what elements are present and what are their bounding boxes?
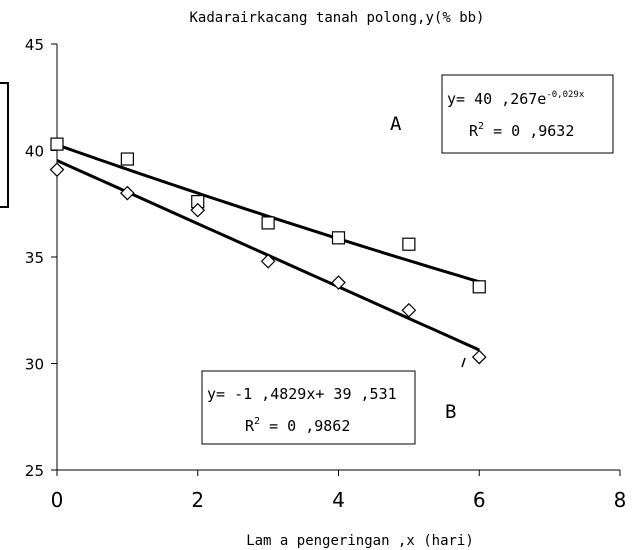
left-edge-bracket <box>0 82 9 208</box>
x-axis-label: Lam a pengeringan ,x (hari) <box>246 533 474 549</box>
series-a-label: A <box>390 113 402 135</box>
series-b-point <box>49 162 65 178</box>
annotation-b-box <box>201 370 416 445</box>
series-a-point <box>261 216 275 230</box>
trendline-series-a <box>56 143 480 284</box>
axis-ticks: 25 30 35 40 45 0 2 4 6 8 <box>25 36 626 512</box>
annotation-a-box <box>441 74 614 154</box>
annotation-a-r2: R2 = 0 ,9632 <box>469 121 574 140</box>
y-tick-label: 40 <box>25 143 44 161</box>
chart-title: Kadarairkacang tanah polong,y(% bb) <box>189 10 484 26</box>
series-b-label: B <box>445 401 456 423</box>
series-b-point <box>260 253 276 269</box>
series-a-point <box>472 280 486 294</box>
series-b-point <box>471 349 487 365</box>
annotation-b-r2-sup: 2 <box>254 416 260 427</box>
series-a-point <box>120 152 134 166</box>
annotation-a-r2-sup: 2 <box>478 121 484 132</box>
trendlines <box>56 143 480 352</box>
annotation-a-equation-box: y= 40 ,267e-0,029x R2 = 0 ,9632 <box>441 74 614 154</box>
annotation-a-eq-exp: -0,029x <box>546 90 585 100</box>
x-tick-label: 8 <box>614 488 627 512</box>
y-tick-label: 35 <box>25 249 44 267</box>
stray-mark <box>461 357 466 368</box>
series-b-point <box>190 202 206 218</box>
annotation-a-r2-prefix: R <box>469 122 479 140</box>
annotation-b-r2: R2 = 0 ,9862 <box>245 416 350 435</box>
annotation-b-r2-prefix: R <box>245 417 255 435</box>
annotation-b-equation-box: y= -1 ,4829x+ 39 ,531 R2 = 0 ,9862 <box>201 370 416 445</box>
series-b-point <box>120 185 135 201</box>
annotation-b-r2-suffix: = 0 ,9862 <box>260 417 350 435</box>
y-tick-label: 30 <box>25 356 44 374</box>
y-tick-label: 25 <box>25 462 44 480</box>
annotation-a-eq-prefix: y= 40 ,267e <box>447 90 546 108</box>
x-tick-label: 4 <box>332 488 345 512</box>
y-tick-label: 45 <box>25 36 44 54</box>
annotation-b-equation: y= -1 ,4829x+ 39 ,531 <box>207 385 397 403</box>
data-markers <box>49 137 487 365</box>
x-tick-label: 6 <box>473 488 486 512</box>
series-b-point <box>401 302 417 318</box>
x-tick-label: 2 <box>191 488 204 512</box>
series-b-point <box>331 275 346 290</box>
annotation-a-r2-suffix: = 0 ,9632 <box>484 122 574 140</box>
series-a-point <box>331 231 346 245</box>
annotation-a-equation: y= 40 ,267e-0,029x <box>447 90 585 108</box>
x-tick-label: 0 <box>51 488 64 512</box>
series-a-point <box>50 137 64 151</box>
series-a-point <box>402 237 416 251</box>
